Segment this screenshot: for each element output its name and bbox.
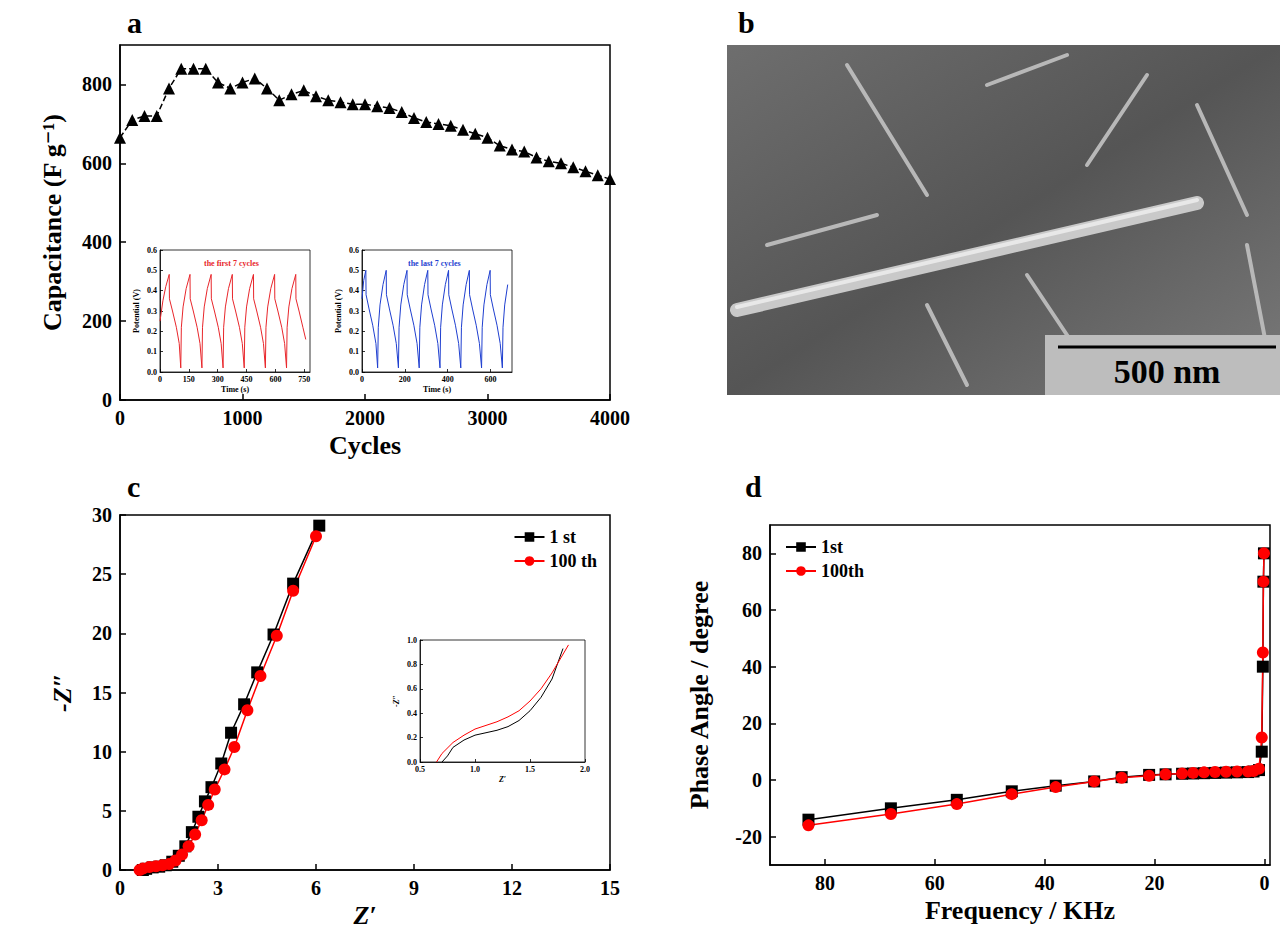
svg-text:0.1: 0.1: [349, 347, 359, 356]
svg-text:0: 0: [102, 389, 112, 411]
svg-text:300: 300: [212, 375, 224, 384]
svg-text:1.0: 1.0: [470, 765, 480, 774]
svg-text:1.0: 1.0: [407, 636, 417, 645]
svg-text:200: 200: [399, 375, 411, 384]
svg-text:0.1: 0.1: [147, 347, 157, 356]
svg-text:40: 40: [1035, 872, 1055, 894]
svg-text:3000: 3000: [468, 407, 508, 429]
svg-text:100 th: 100 th: [549, 551, 597, 571]
svg-text:100th: 100th: [821, 561, 864, 581]
svg-text:20: 20: [1145, 872, 1165, 894]
svg-text:1.5: 1.5: [525, 765, 535, 774]
svg-text:150: 150: [183, 375, 195, 384]
svg-text:1st: 1st: [821, 537, 843, 557]
svg-text:9: 9: [409, 877, 419, 899]
svg-text:0.0: 0.0: [147, 368, 157, 377]
svg-text:0.3: 0.3: [349, 307, 359, 316]
svg-text:0.6: 0.6: [407, 684, 417, 693]
svg-text:3: 3: [213, 877, 223, 899]
svg-text:Phase Angle / degree: Phase Angle / degree: [685, 581, 714, 809]
svg-text:80: 80: [742, 542, 762, 564]
svg-text:200: 200: [82, 310, 112, 332]
svg-text:1 st: 1 st: [549, 527, 576, 547]
svg-text:Time (s): Time (s): [423, 385, 451, 394]
svg-text:450: 450: [241, 375, 253, 384]
svg-text:40: 40: [742, 656, 762, 678]
svg-text:d: d: [745, 470, 762, 503]
svg-text:30: 30: [92, 504, 112, 526]
svg-text:the last 7 cycles: the last 7 cycles: [408, 259, 461, 268]
svg-text:Cycles: Cycles: [329, 431, 401, 460]
svg-text:800: 800: [82, 73, 112, 95]
svg-text:750: 750: [298, 375, 310, 384]
svg-text:20: 20: [92, 622, 112, 644]
svg-text:the first 7 cycles: the first 7 cycles: [204, 259, 259, 268]
svg-text:2000: 2000: [345, 407, 385, 429]
svg-text:600: 600: [82, 152, 112, 174]
svg-text:b: b: [738, 6, 755, 39]
svg-text:c: c: [127, 470, 140, 503]
svg-text:0.2: 0.2: [407, 733, 417, 742]
svg-text:0.8: 0.8: [407, 660, 417, 669]
svg-text:2.0: 2.0: [580, 765, 590, 774]
svg-text:400: 400: [442, 375, 454, 384]
svg-text:5: 5: [102, 800, 112, 822]
svg-text:0: 0: [360, 375, 364, 384]
svg-text:Frequency / KHz: Frequency / KHz: [925, 896, 1115, 925]
svg-text:0: 0: [115, 407, 125, 429]
svg-text:0.2: 0.2: [349, 327, 359, 336]
svg-text:6: 6: [311, 877, 321, 899]
svg-text:0.6: 0.6: [349, 246, 359, 255]
svg-text:25: 25: [92, 563, 112, 585]
svg-text:20: 20: [742, 712, 762, 734]
svg-text:-20: -20: [735, 826, 762, 848]
svg-text:0.2: 0.2: [147, 327, 157, 336]
svg-text:4000: 4000: [590, 407, 630, 429]
svg-text:0.0: 0.0: [349, 368, 359, 377]
svg-text:15: 15: [600, 877, 620, 899]
svg-text:0: 0: [102, 859, 112, 881]
svg-text:80: 80: [815, 872, 835, 894]
svg-text:500 nm: 500 nm: [1114, 353, 1221, 390]
svg-text:0.0: 0.0: [407, 757, 417, 767]
svg-text:1000: 1000: [223, 407, 263, 429]
svg-text:Potential (V): Potential (V): [334, 289, 343, 333]
svg-text:15: 15: [92, 682, 112, 704]
svg-text:60: 60: [925, 872, 945, 894]
svg-text:0.3: 0.3: [147, 307, 157, 316]
svg-text:0: 0: [158, 375, 162, 384]
svg-text:0.6: 0.6: [147, 246, 157, 255]
svg-text:Potential (V): Potential (V): [132, 289, 141, 333]
svg-text:Z′: Z′: [352, 901, 376, 930]
svg-text:400: 400: [82, 231, 112, 253]
svg-text:-Z″: -Z″: [48, 673, 77, 712]
svg-text:600: 600: [269, 375, 281, 384]
svg-text:0: 0: [115, 877, 125, 899]
svg-text:Capacitance (F g⁻¹): Capacitance (F g⁻¹): [38, 114, 67, 331]
svg-text:10: 10: [92, 741, 112, 763]
svg-text:0.5: 0.5: [147, 266, 157, 275]
svg-text:0: 0: [1260, 872, 1270, 894]
svg-text:0.4: 0.4: [349, 286, 359, 295]
svg-text:0.5: 0.5: [349, 266, 359, 275]
svg-text:600: 600: [485, 375, 497, 384]
svg-text:Time (s): Time (s): [221, 385, 249, 394]
svg-text:a: a: [127, 6, 142, 39]
svg-text:Z′: Z′: [498, 775, 506, 784]
svg-text:0.5: 0.5: [415, 765, 425, 774]
svg-text:0.4: 0.4: [147, 286, 157, 295]
svg-text:0.4: 0.4: [407, 709, 417, 718]
svg-text:12: 12: [502, 877, 522, 899]
svg-text:0: 0: [752, 769, 762, 791]
svg-text:-Z″: -Z″: [392, 695, 401, 707]
svg-text:60: 60: [742, 599, 762, 621]
